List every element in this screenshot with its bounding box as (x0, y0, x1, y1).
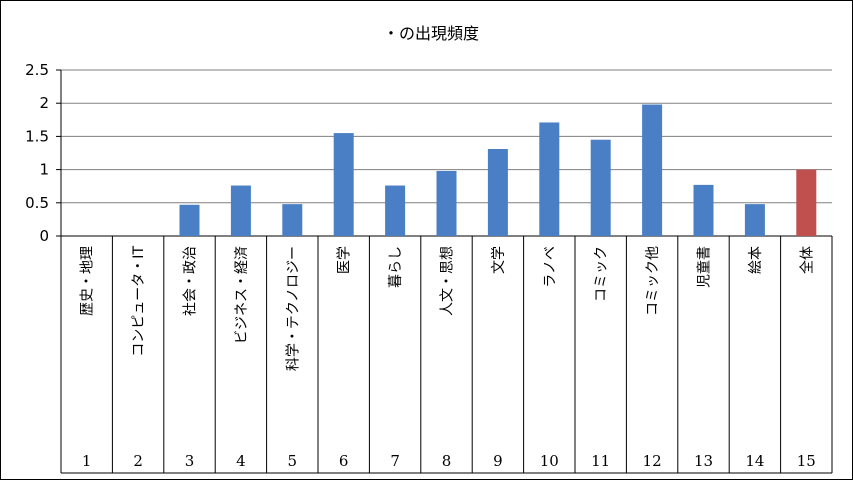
category-number: 10 (540, 452, 559, 470)
category-label: 絵本 (748, 246, 764, 274)
category-number: 8 (442, 452, 452, 470)
bar (179, 204, 200, 236)
category-number: 7 (390, 452, 400, 470)
y-tick-label: 0 (39, 227, 49, 245)
category-number: 9 (493, 452, 503, 470)
bar (796, 169, 817, 236)
category-label: 児童書 (696, 246, 713, 288)
category-label: コンピュータ・IT (131, 246, 147, 357)
category-label: コミック (594, 246, 610, 302)
y-tick-label: 0.5 (25, 194, 49, 212)
category-label: 文学 (491, 246, 507, 274)
category-label: ラノベ (542, 246, 558, 288)
bar (744, 204, 765, 236)
category-number: 6 (339, 452, 349, 470)
category-label: 科学・テクノロジー (285, 246, 301, 371)
chart-title: ・の出現頻度 (383, 24, 479, 43)
bar (590, 139, 611, 236)
bar (333, 133, 354, 236)
category-number: 4 (236, 452, 246, 470)
category-number: 14 (745, 452, 764, 470)
category-table: 歴史・地理 1 コンピュータ・IT 2 社会・政治 3 ビジネス・経済 4 科学・テクノロジー 5… (60, 236, 833, 474)
bar (282, 204, 303, 236)
category-label: 医学 (337, 246, 353, 274)
y-tick-label: 1 (39, 161, 49, 179)
bar (487, 149, 508, 236)
bar (436, 170, 457, 236)
category-label: 暮らし (388, 246, 404, 288)
category-label: ビジネス・経済 (234, 246, 250, 344)
y-tick-label: 2.5 (25, 61, 49, 79)
category-number: 3 (185, 452, 195, 470)
category-number: 12 (643, 452, 662, 470)
category-number: 11 (591, 452, 610, 470)
y-tick-label: 1.5 (25, 127, 49, 145)
category-number: 1 (82, 452, 92, 470)
bar (642, 104, 663, 236)
y-axis-ticks: 0 0.5 1 1.5 2 2.5 (25, 61, 49, 245)
bar (693, 184, 714, 236)
category-label: コミック他 (645, 246, 661, 316)
category-label: 人文・思想 (440, 246, 456, 316)
category-label: 社会・政治 (183, 246, 199, 316)
y-tick-label: 2 (39, 94, 49, 112)
category-number: 13 (694, 452, 713, 470)
category-label: 歴史・地理 (80, 246, 96, 316)
bar (385, 185, 406, 236)
category-number: 5 (288, 452, 298, 470)
bars (179, 104, 817, 236)
category-label: 全体 (798, 246, 815, 274)
category-number: 15 (797, 452, 816, 470)
bar (539, 122, 560, 236)
category-number: 2 (133, 452, 143, 470)
bar (230, 185, 251, 236)
